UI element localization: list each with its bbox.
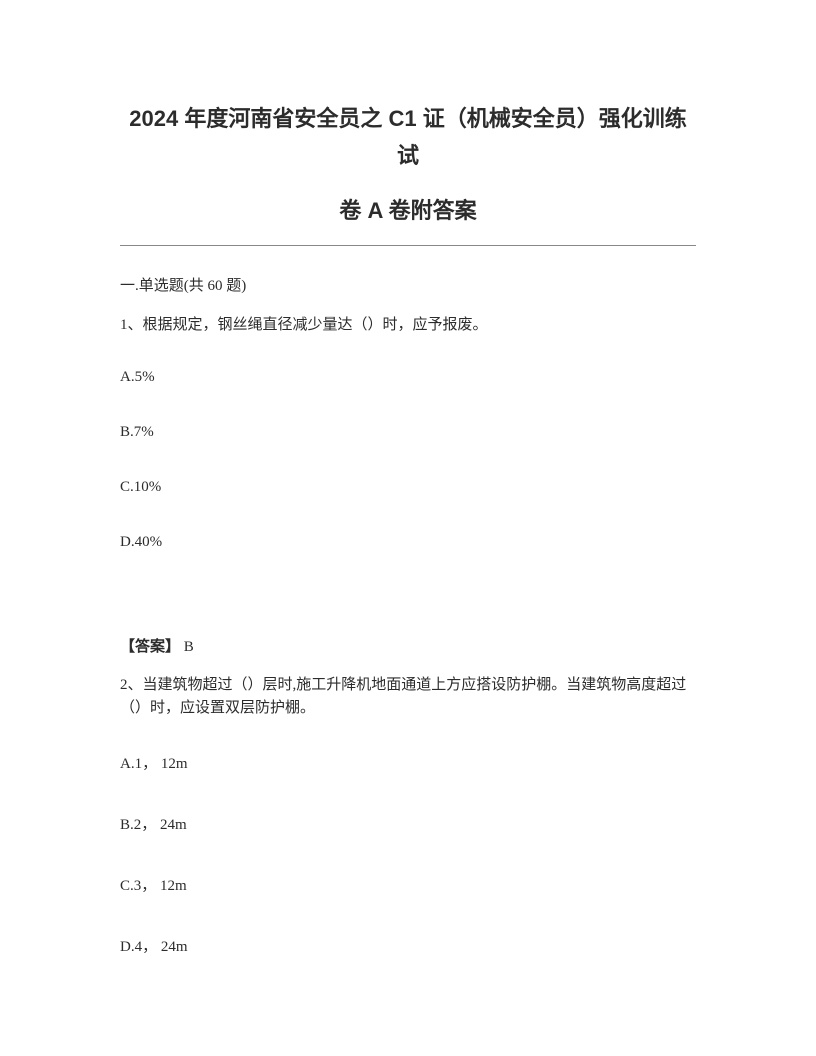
question1-text: 1、根据规定，钢丝绳直径减少量达（）时，应予报废。: [120, 313, 696, 337]
document-title-line2: 卷 A 卷附答案: [120, 193, 696, 225]
question2-option-a: A.1， 12m: [120, 752, 696, 773]
question1-option-d: D.40%: [120, 534, 696, 551]
question2-option-c: C.3， 12m: [120, 874, 696, 895]
answer-value: B: [180, 639, 194, 655]
question1-answer: 【答案】 B: [120, 635, 696, 656]
question1-option-b: B.7%: [120, 424, 696, 441]
document-title-line1: 2024 年度河南省安全员之 C1 证（机械安全员）强化训练试: [120, 100, 696, 175]
title-divider: [120, 245, 696, 246]
question2-option-d: D.4， 24m: [120, 935, 696, 956]
question1-option-c: C.10%: [120, 479, 696, 496]
answer-label: 【答案】: [120, 639, 180, 655]
section-header: 一.单选题(共 60 题): [120, 274, 696, 295]
question2-option-b: B.2， 24m: [120, 813, 696, 834]
question2-text: 2、当建筑物超过（）层时,施工升降机地面通道上方应搭设防护棚。当建筑物高度超过（…: [120, 674, 696, 721]
question1-option-a: A.5%: [120, 369, 696, 386]
